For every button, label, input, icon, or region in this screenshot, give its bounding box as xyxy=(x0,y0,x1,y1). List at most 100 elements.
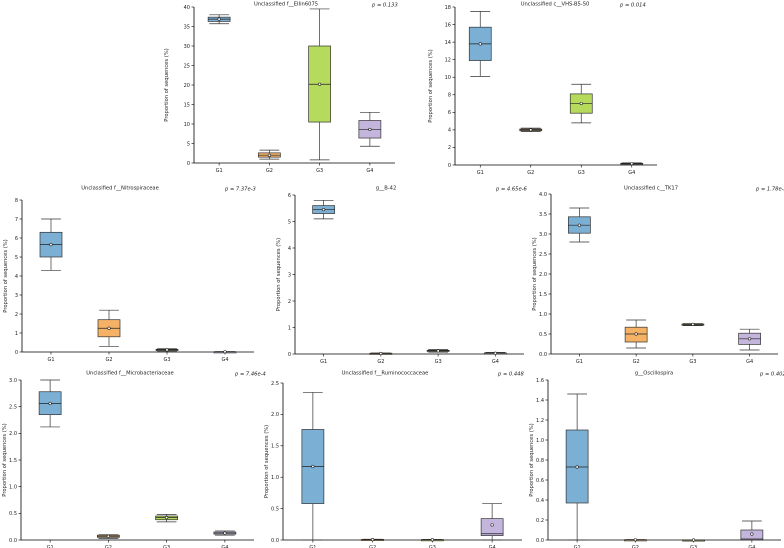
chart-panel-3: 0 1 2 3 4 5 6 7 8 G1 G2 G3 G4 Unclassified f__Nitrosp… xyxy=(0,184,260,364)
p-value-label: p = 7.46e-4 xyxy=(234,372,266,378)
y-tick-label: 4 xyxy=(15,274,18,280)
p-value-label: p = 0.133 xyxy=(371,3,398,9)
y-tick-label: 2.5 xyxy=(539,252,547,258)
y-tick-label: 1 xyxy=(288,325,291,331)
box-g1 xyxy=(38,379,62,428)
y-tick-label: 2.0 xyxy=(539,272,547,278)
box-g2 xyxy=(519,127,543,132)
chart-title: Unclassified f__Microbacteriaceae xyxy=(86,371,174,377)
y-tick-label: 3 xyxy=(288,272,291,278)
mean-marker xyxy=(48,401,52,406)
mean-marker xyxy=(630,162,634,166)
y-axis-label: Proportion of sequences (%) xyxy=(2,423,8,496)
chart-panel-7: 0.0 0.5 1.0 1.5 2.0 2.5 G1 G2 G3 G4 Unclassified f… xyxy=(260,369,525,548)
chart-svg: 0.0 0.2 0.4 0.6 0.8 1.0 1.2 1.4 1.6 G1 G2 G3 G4 g__Os… xyxy=(529,371,784,548)
y-tick-label: 2 xyxy=(15,312,18,318)
y-tick-label: 10 xyxy=(445,75,451,81)
y-tick-label: 0.6 xyxy=(536,478,544,484)
mean-marker xyxy=(436,349,440,353)
box-g2 xyxy=(97,309,121,347)
mean-marker xyxy=(106,534,110,538)
y-axis-label: Proportion of sequences (%) xyxy=(3,239,9,312)
x-tick-label: G4 xyxy=(748,545,755,548)
y-tick-label: 1.0 xyxy=(539,312,547,318)
chart-svg: 0 2 4 6 8 10 12 14 16 18 G1 G2 G3 G4 Unclassified c__V… xyxy=(428,2,657,176)
y-tick-label: 5 xyxy=(187,141,190,147)
y-tick-label: 0.0 xyxy=(271,538,279,544)
y-tick-label: 0.0 xyxy=(9,538,17,544)
box-g3 xyxy=(569,83,593,124)
x-tick-label: G2 xyxy=(369,545,376,548)
mean-marker xyxy=(579,101,583,106)
mean-marker xyxy=(430,538,434,542)
x-tick-label: G1 xyxy=(477,170,484,176)
y-tick-label: 6 xyxy=(448,110,451,116)
x-tick-label: G2 xyxy=(633,359,640,365)
x-tick-label: G1 xyxy=(47,357,54,363)
p-value-label: p = 0.402 xyxy=(759,372,784,378)
x-tick-label: G3 xyxy=(429,545,436,548)
mean-marker xyxy=(493,351,497,355)
box-g1 xyxy=(301,392,325,541)
chart-svg: 0.0 0.5 1.0 1.5 2.0 2.5 3.0 G1 G2 G3 G4 Unclassifie… xyxy=(2,371,266,548)
chart-panel-8: 0.0 0.2 0.4 0.6 0.8 1.0 1.2 1.4 1.6 G1 G2 G3 G4 g__Os… xyxy=(524,369,784,548)
x-tick-label: G1 xyxy=(576,359,583,365)
mean-marker xyxy=(577,223,581,227)
x-tick-label: G1 xyxy=(47,545,54,548)
y-axis-label: Proportion of sequences (%) xyxy=(529,423,535,496)
y-tick-label: 3.0 xyxy=(9,378,17,384)
box-g3 xyxy=(681,322,705,326)
mean-marker xyxy=(223,350,227,354)
box-g3 xyxy=(682,538,705,542)
p-value-label: p = 4.65e-6 xyxy=(495,187,528,193)
mean-marker xyxy=(217,17,221,21)
box-g1 xyxy=(207,14,231,25)
box-g2 xyxy=(624,319,648,349)
x-tick-label: G4 xyxy=(366,168,373,174)
mean-marker xyxy=(633,538,637,542)
chart-title: Unclassified c__VHS-B5-50 xyxy=(521,2,590,8)
box-g4 xyxy=(213,350,237,354)
y-tick-label: 0 xyxy=(187,161,190,167)
y-axis-label: Proportion of sequences (%) xyxy=(264,425,270,498)
x-tick-label: G1 xyxy=(216,168,223,174)
x-tick-label: G3 xyxy=(690,545,697,548)
x-tick-label: G1 xyxy=(320,359,327,365)
x-tick-label: G4 xyxy=(489,545,496,548)
mean-marker xyxy=(529,128,533,132)
y-tick-label: 6 xyxy=(288,193,291,199)
box-g1 xyxy=(39,218,63,271)
box-g1 xyxy=(312,199,335,220)
y-tick-label: 1.0 xyxy=(271,475,279,481)
x-tick-label: G2 xyxy=(105,545,112,548)
chart-title: Unclassified f__Ruminococcaceae xyxy=(342,371,429,377)
box-g3 xyxy=(426,349,450,353)
y-tick-label: 1.2 xyxy=(536,418,544,424)
y-tick-label: 2 xyxy=(448,145,451,151)
y-tick-label: 1.5 xyxy=(9,458,17,464)
y-tick-label: 0.2 xyxy=(536,518,544,524)
box-g4 xyxy=(738,328,761,351)
box-g4 xyxy=(358,111,382,147)
box-g4 xyxy=(620,162,644,166)
box-g4 xyxy=(740,520,764,541)
box-g3 xyxy=(155,348,179,352)
mean-marker xyxy=(318,82,322,86)
chart-svg: 0.0 0.5 1.0 1.5 2.0 2.5 G1 G2 G3 G4 Unclassified f… xyxy=(264,371,524,548)
chart-svg: 0 1 2 3 4 5 6 G1 G2 G3 G4 g__B-42 p = 4.65e-6 Proport… xyxy=(276,186,528,366)
x-tick-label: G3 xyxy=(163,545,170,548)
y-axis-label: Proportion of sequences (%) xyxy=(428,49,434,122)
y-tick-label: 1.0 xyxy=(536,438,544,444)
chart-panel-4: 0 1 2 3 4 5 6 G1 G2 G3 G4 g__B-42 p = 4.65e-6 Proport… xyxy=(268,184,528,366)
y-axis-label: Proportion of sequences (%) xyxy=(164,48,170,121)
chart-title: Unclassified c__TK17 xyxy=(624,186,678,192)
mean-marker xyxy=(748,337,752,341)
box-g2 xyxy=(258,149,281,160)
x-tick-label: G2 xyxy=(105,357,112,363)
y-tick-label: 4 xyxy=(448,128,451,134)
mean-marker xyxy=(371,538,375,542)
y-tick-label: 18 xyxy=(445,5,451,11)
box-g2 xyxy=(97,534,120,539)
y-tick-label: 2.5 xyxy=(9,404,17,410)
y-tick-label: 0 xyxy=(15,350,18,356)
